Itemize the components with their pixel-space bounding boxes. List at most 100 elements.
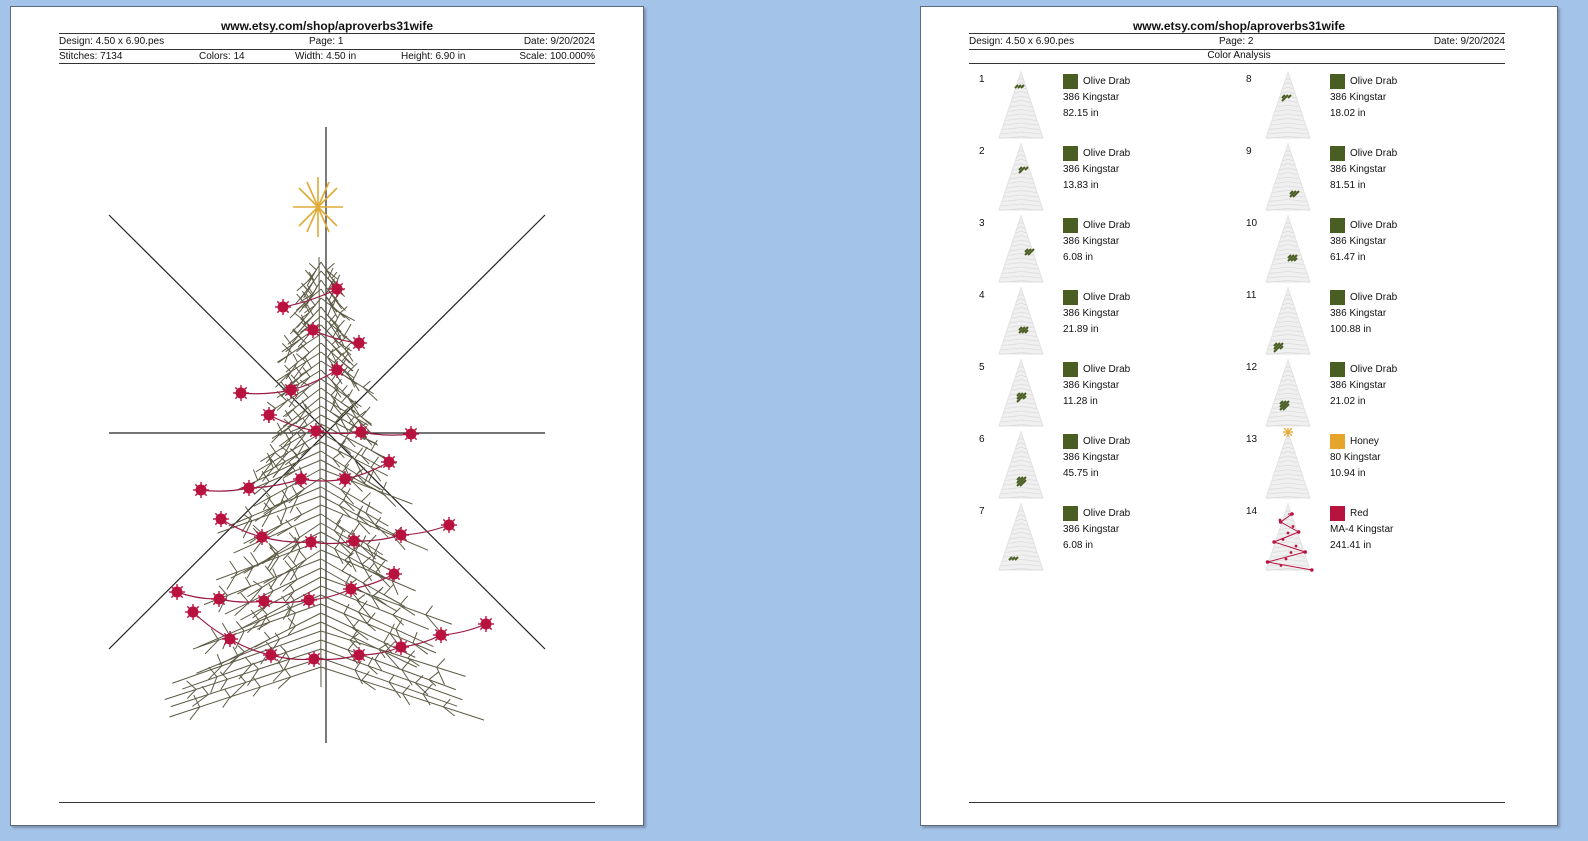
tree-branches [164, 256, 485, 721]
thread-brand: 386 Kingstar [1063, 164, 1120, 175]
ornament [211, 591, 227, 607]
ornament [329, 362, 345, 378]
color-entry-number: 5 [979, 362, 985, 373]
color-entry: 7 Olive Drab 386 Kingstar 6.08 in [979, 502, 1239, 578]
ornament [233, 385, 249, 401]
thread-brand: MA-4 Kingstar [1330, 524, 1394, 535]
thread-brand: 386 Kingstar [1063, 308, 1120, 319]
thread-length: 100.88 in [1330, 324, 1372, 335]
thread-brand: 386 Kingstar [1330, 236, 1387, 247]
thread-color-name: Olive Drab [1350, 220, 1398, 231]
thread-color-name: Olive Drab [1350, 292, 1398, 303]
color-entry: 14 Red MA-4 Kingstar 241.41 in [1246, 502, 1506, 578]
color-entry: 11 Olive Drab 386 Kingstar 100.88 in [1246, 286, 1506, 362]
thread-length: 11.28 in [1063, 396, 1098, 407]
thread-length: 21.89 in [1063, 324, 1099, 335]
ornament [241, 480, 257, 496]
color-stop-thumbnail [998, 502, 1044, 571]
ornament [308, 423, 324, 439]
color-entry-number: 2 [979, 146, 985, 157]
color-entry: 9 Olive Drab 386 Kingstar 81.51 in [1246, 142, 1506, 218]
shop-url: www.etsy.com/shop/aproverbs31wife [220, 19, 434, 33]
design-name: Design: 4.50 x 6.90.pes [969, 36, 1075, 47]
ornament [303, 534, 319, 550]
ornament [169, 584, 185, 600]
thread-length: 10.94 in [1330, 468, 1366, 479]
color-entry-number: 6 [979, 434, 985, 445]
ornament [185, 604, 201, 620]
color-stop-thumbnail [998, 358, 1044, 427]
color-entry: 6 Olive Drab 386 Kingstar 45.75 in [979, 430, 1239, 506]
ornament [329, 281, 345, 297]
color-entry-number: 11 [1246, 290, 1257, 301]
thread-brand: 386 Kingstar [1063, 236, 1120, 247]
ornament [301, 592, 317, 608]
thread-brand: 386 Kingstar [1063, 524, 1120, 535]
color-stop-thumbnail [1265, 70, 1311, 139]
color-stop-thumbnail [998, 286, 1044, 355]
thread-length: 6.08 in [1063, 252, 1094, 263]
ornament [337, 471, 353, 487]
color-entry: 2 Olive Drab 386 Kingstar 13.83 in [979, 142, 1239, 218]
color-stop-thumbnail [1265, 286, 1311, 355]
thread-length: 241.41 in [1330, 540, 1372, 551]
color-entry-number: 14 [1246, 506, 1258, 517]
ornament [263, 647, 279, 663]
footer-rule [59, 802, 595, 803]
color-swatch [1330, 218, 1345, 233]
design-name: Design: 4.50 x 6.90.pes [59, 36, 165, 47]
color-entry-number: 12 [1246, 362, 1258, 373]
color-swatch [1063, 290, 1078, 305]
thread-length: 21.02 in [1330, 396, 1366, 407]
thread-brand: 386 Kingstar [1330, 164, 1387, 175]
thread-brand: 386 Kingstar [1063, 380, 1120, 391]
thread-color-name: Olive Drab [1083, 76, 1131, 87]
ornament [293, 471, 309, 487]
print-date: Date: 9/20/2024 [1433, 36, 1505, 47]
ornament [393, 639, 409, 655]
design-height: Height: 6.90 in [401, 51, 466, 62]
thread-brand: 386 Kingstar [1330, 92, 1387, 103]
thread-color-name: Olive Drab [1350, 148, 1398, 159]
header-rule-3 [969, 63, 1505, 64]
ornament [283, 382, 299, 398]
page-number: Page: 1 [309, 36, 344, 47]
header-rule-2 [969, 49, 1505, 50]
thread-color-name: Honey [1350, 436, 1379, 447]
color-entry: 4 Olive Drab 386 Kingstar 21.89 in [979, 286, 1239, 362]
header-rule [969, 33, 1505, 34]
ornament [433, 627, 449, 643]
thread-brand: 386 Kingstar [1330, 308, 1387, 319]
color-stop-thumbnail [1265, 358, 1311, 427]
color-entry-number: 10 [1246, 218, 1258, 229]
color-entry: 8 Olive Drab 386 Kingstar 18.02 in [1246, 70, 1506, 146]
thread-brand: 80 Kingstar [1330, 452, 1381, 463]
color-swatch [1063, 74, 1078, 89]
thread-length: 13.83 in [1063, 180, 1099, 191]
thread-length: 6.08 in [1063, 540, 1094, 551]
color-stop-thumbnail [998, 430, 1044, 499]
header-rule [59, 33, 595, 34]
color-stop-thumbnail [998, 142, 1044, 211]
thread-color-name: Olive Drab [1083, 220, 1131, 231]
thread-color-name: Olive Drab [1083, 436, 1131, 447]
ornament [393, 527, 409, 543]
thread-color-name: Olive Drab [1350, 76, 1398, 87]
thread-length: 61.47 in [1330, 252, 1366, 263]
color-swatch [1330, 146, 1345, 161]
ornament [441, 517, 457, 533]
ornament [222, 631, 238, 647]
thread-color-name: Olive Drab [1350, 364, 1398, 375]
color-entry-number: 9 [1246, 146, 1252, 157]
color-swatch [1063, 218, 1078, 233]
color-stop-thumbnail [1265, 428, 1311, 499]
ornament [351, 647, 367, 663]
color-stop-thumbnail [998, 214, 1044, 283]
thread-brand: 386 Kingstar [1330, 380, 1387, 391]
thread-length: 81.51 in [1330, 180, 1366, 191]
thread-color-name: Olive Drab [1083, 148, 1131, 159]
color-entry-number: 13 [1246, 434, 1258, 445]
thread-color-name: Olive Drab [1083, 508, 1131, 519]
color-swatch [1330, 74, 1345, 89]
thread-length: 45.75 in [1063, 468, 1099, 479]
